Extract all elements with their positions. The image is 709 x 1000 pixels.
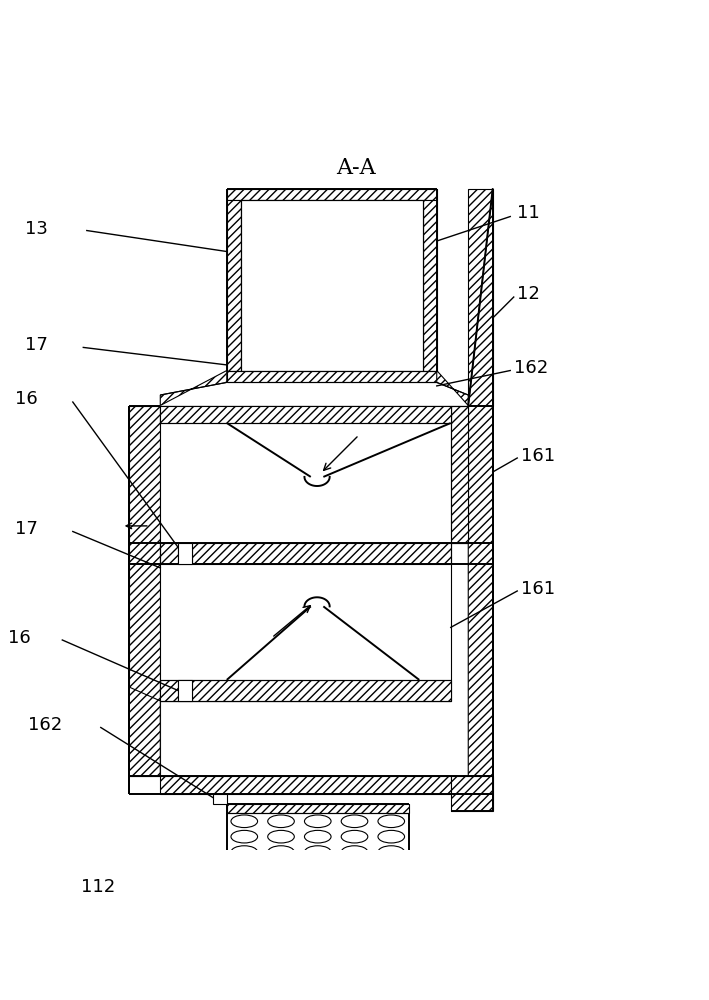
Ellipse shape xyxy=(378,846,405,858)
Polygon shape xyxy=(129,406,160,776)
Ellipse shape xyxy=(231,830,257,843)
Text: 162: 162 xyxy=(514,359,548,377)
Ellipse shape xyxy=(304,846,331,858)
Text: 16: 16 xyxy=(8,629,30,647)
Polygon shape xyxy=(423,200,437,371)
Ellipse shape xyxy=(341,846,368,858)
Ellipse shape xyxy=(378,815,405,828)
Polygon shape xyxy=(129,687,160,776)
Text: 161: 161 xyxy=(520,447,555,465)
Ellipse shape xyxy=(268,846,294,858)
Text: 17: 17 xyxy=(15,520,38,538)
Polygon shape xyxy=(160,371,227,406)
Ellipse shape xyxy=(268,830,294,843)
Ellipse shape xyxy=(304,830,331,843)
Text: 162: 162 xyxy=(28,716,62,734)
Ellipse shape xyxy=(268,815,294,828)
Polygon shape xyxy=(451,776,493,811)
Polygon shape xyxy=(468,189,493,776)
Polygon shape xyxy=(213,794,227,804)
Polygon shape xyxy=(227,200,241,371)
Polygon shape xyxy=(451,406,468,543)
Polygon shape xyxy=(160,406,468,543)
Text: 12: 12 xyxy=(518,285,540,303)
Polygon shape xyxy=(437,371,468,406)
Polygon shape xyxy=(227,189,437,200)
Text: 112: 112 xyxy=(81,878,115,896)
Polygon shape xyxy=(241,200,423,371)
Polygon shape xyxy=(468,189,493,406)
Ellipse shape xyxy=(341,815,368,828)
Polygon shape xyxy=(227,371,437,382)
Ellipse shape xyxy=(231,815,257,828)
Ellipse shape xyxy=(231,846,257,858)
Text: 11: 11 xyxy=(518,204,540,222)
Polygon shape xyxy=(160,776,451,794)
Text: 17: 17 xyxy=(26,336,48,354)
Ellipse shape xyxy=(304,815,331,828)
Polygon shape xyxy=(227,804,409,813)
Polygon shape xyxy=(178,680,191,701)
Polygon shape xyxy=(160,406,451,423)
Text: 161: 161 xyxy=(520,580,555,598)
Polygon shape xyxy=(227,859,409,867)
Text: 16: 16 xyxy=(15,390,38,408)
Polygon shape xyxy=(160,564,451,701)
Ellipse shape xyxy=(341,830,368,843)
Polygon shape xyxy=(160,543,451,564)
Polygon shape xyxy=(178,543,191,564)
Text: A-A: A-A xyxy=(337,157,376,179)
Ellipse shape xyxy=(378,830,405,843)
Text: 13: 13 xyxy=(26,220,48,238)
Polygon shape xyxy=(160,680,451,701)
